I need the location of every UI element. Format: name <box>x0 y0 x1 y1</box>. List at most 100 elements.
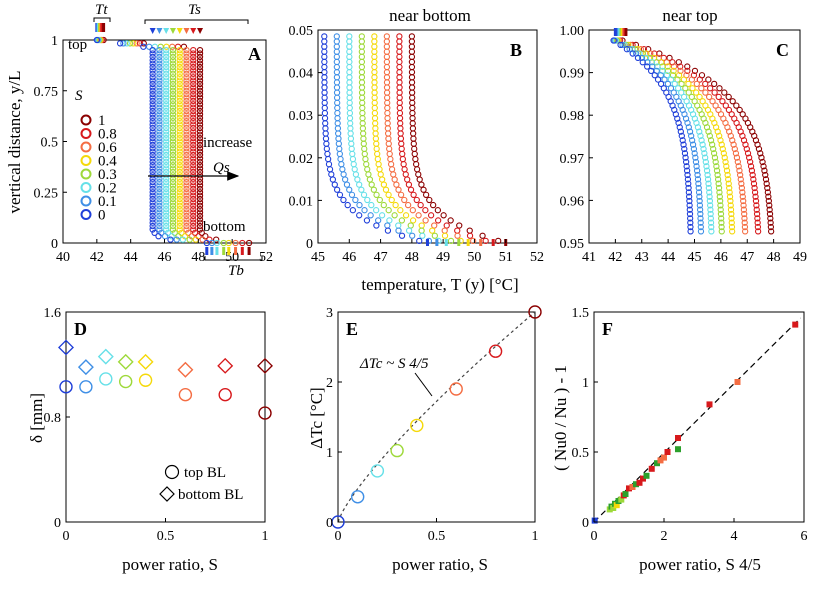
profile-point <box>321 74 328 81</box>
panel-b-y-tick-label: 0.04 <box>289 67 314 82</box>
profile-point <box>347 135 355 142</box>
profile-point <box>359 130 367 137</box>
profile-point <box>374 155 381 163</box>
profile-point <box>732 150 740 157</box>
profile-point <box>169 141 177 149</box>
profile-point <box>196 202 204 209</box>
profile-point <box>397 130 404 137</box>
profile-point <box>716 189 723 196</box>
profile-point <box>408 43 416 50</box>
profile-point <box>156 168 163 176</box>
profile-point <box>163 165 170 172</box>
profile-point <box>761 167 768 174</box>
profile-point <box>767 228 775 235</box>
profile-point <box>696 202 704 209</box>
profile-point <box>149 57 156 64</box>
profile-point <box>358 38 365 45</box>
profile-point <box>402 171 409 178</box>
profile-point <box>711 154 719 161</box>
profile-point <box>727 197 734 205</box>
profile-point <box>699 141 706 148</box>
profile-point <box>371 79 378 86</box>
panel-c: 41 42 43 44 45 46 47 48 49 0.95 0.96 0.97 0.98 0.99 1.… <box>560 6 808 265</box>
profile-point <box>371 38 378 45</box>
profile-point <box>709 141 716 148</box>
profile-point <box>691 150 698 157</box>
panel-e-ticks: 0 0.5 1 0 1 2 3 <box>326 306 539 544</box>
panel-d-y-tick-label: 1.6 <box>44 306 62 321</box>
delta-tc-point <box>331 515 345 529</box>
profile-point <box>695 180 702 187</box>
profile-point <box>149 168 156 176</box>
profile-point <box>678 89 685 96</box>
nusselt-point <box>622 491 629 497</box>
profile-point <box>149 165 156 172</box>
profile-point <box>163 145 170 152</box>
profile-point <box>140 43 147 50</box>
profile-point <box>321 48 328 55</box>
profile-point <box>176 107 183 115</box>
profile-point <box>334 109 341 117</box>
tt-color-tick <box>102 23 106 32</box>
profile-point <box>643 63 651 70</box>
profile-point <box>149 134 156 142</box>
bottom-bl-point <box>97 348 114 365</box>
profile-point <box>386 150 393 158</box>
profile-point <box>697 219 704 226</box>
profile-point <box>748 167 756 174</box>
profile-point <box>176 195 183 203</box>
profile-point <box>758 154 765 161</box>
profile-point <box>346 94 353 101</box>
profile-point <box>149 158 156 165</box>
profile-point <box>346 53 353 60</box>
profile-point <box>405 227 413 234</box>
panel-e-points <box>331 305 542 529</box>
profile-point <box>190 128 197 135</box>
profile-point <box>169 148 177 155</box>
profile-point <box>190 222 197 230</box>
profile-point <box>176 155 183 162</box>
profile-point <box>346 186 353 193</box>
profile-point <box>651 72 658 79</box>
profile-point <box>163 199 170 206</box>
profile-point <box>691 67 699 75</box>
profile-point <box>321 53 328 60</box>
profile-point <box>764 184 771 192</box>
profile-point <box>183 77 190 84</box>
profile-point <box>169 118 177 125</box>
profile-point <box>149 128 156 135</box>
profile-point <box>398 232 406 239</box>
profile-point <box>149 104 156 111</box>
profile-point <box>375 217 382 224</box>
profile-point <box>196 168 204 176</box>
panel-b-x-tick-label: 52 <box>530 250 544 265</box>
profile-point <box>346 48 353 55</box>
profile-point <box>163 195 170 203</box>
wall-temp-tick <box>466 239 470 246</box>
profile-point <box>321 63 328 71</box>
profile-point <box>183 63 190 71</box>
profile-point <box>687 219 694 226</box>
profile-point <box>412 155 419 163</box>
ts-marker <box>183 28 190 34</box>
profile-point <box>664 80 672 88</box>
profile-point <box>385 140 392 147</box>
profile-point <box>163 43 170 50</box>
profile-point <box>711 80 718 88</box>
profile-point <box>681 145 688 153</box>
profile-point <box>190 60 197 67</box>
profile-point <box>371 99 378 106</box>
nusselt-point <box>648 465 655 472</box>
tb-color-tick <box>222 247 226 255</box>
panel-c-x-tick-label: 45 <box>688 250 702 265</box>
profile-point <box>196 101 204 108</box>
profile-point <box>199 236 206 243</box>
panel-b-x-tick-label: 50 <box>467 250 481 265</box>
profile-point <box>722 158 729 166</box>
panel-d-points <box>58 339 273 420</box>
profile-point <box>348 140 355 147</box>
profile-point <box>706 193 713 200</box>
profile-point <box>384 222 391 229</box>
profile-point <box>398 217 406 224</box>
